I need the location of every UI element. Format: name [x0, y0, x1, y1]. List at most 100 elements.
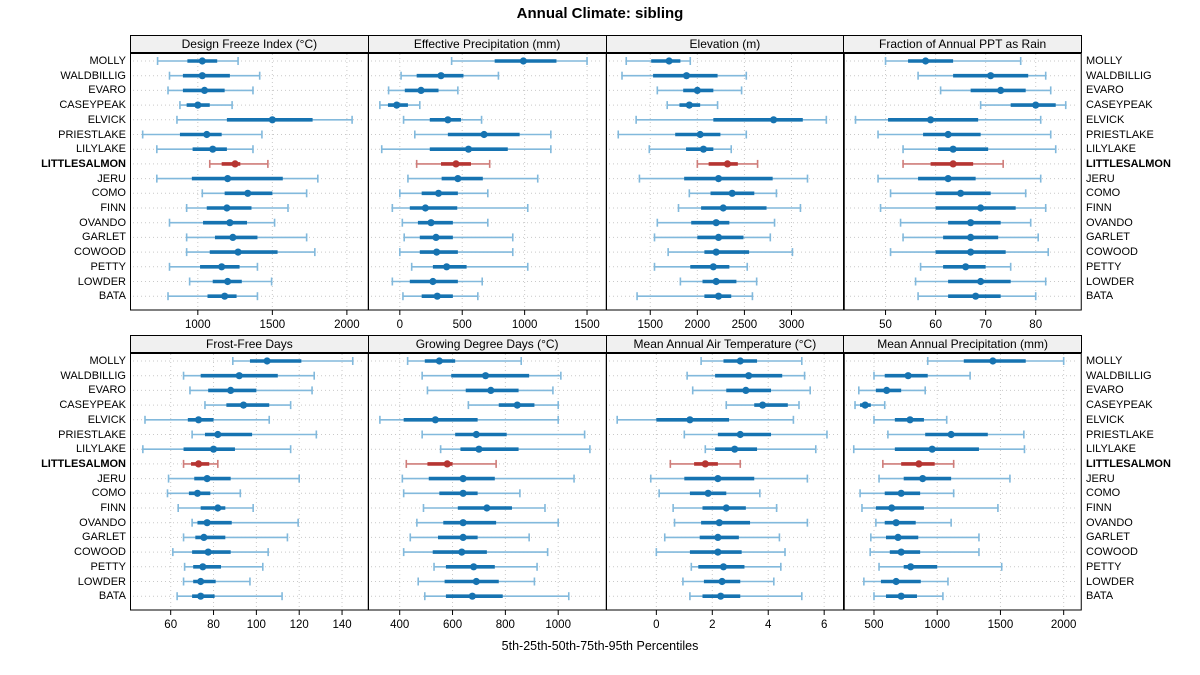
percentile-row-jeru — [846, 474, 1078, 483]
axis-tick-label: 0 — [396, 319, 402, 331]
site-label-cowood: COWOOD — [1086, 546, 1138, 559]
percentile-row-lilylake — [370, 445, 603, 454]
percentile-row-lilylake — [370, 145, 603, 154]
axis-tick-label: 1000 — [185, 319, 211, 331]
percentile-row-petty — [370, 262, 603, 271]
median-dot — [906, 416, 914, 424]
median-dot — [454, 175, 462, 183]
axis-tick-label: 60 — [164, 619, 177, 631]
percentile-row-molly — [370, 57, 603, 65]
site-label-priestlake: PRIESTLAKE — [1086, 128, 1154, 141]
median-dot — [894, 533, 902, 541]
median-dot — [480, 130, 488, 139]
site-label-como: COMO — [1086, 187, 1121, 200]
median-dot — [915, 460, 923, 468]
percentile-row-ovando — [608, 218, 841, 227]
median-dot — [962, 263, 970, 271]
percentile-row-lilylake — [133, 445, 365, 454]
axis-tick-label: 60 — [929, 319, 942, 331]
median-dot — [263, 357, 271, 365]
percentile-row-lilylake — [846, 445, 1078, 454]
percentile-row-finn — [133, 204, 365, 212]
axis-tick-label: 6 — [820, 619, 826, 631]
median-dot — [919, 475, 927, 483]
axis-tick-label: 1500 — [260, 319, 286, 331]
median-dot — [714, 292, 722, 300]
percentile-row-finn — [846, 204, 1078, 212]
site-label-finn: FINN — [100, 202, 126, 214]
percentile-row-waldbillig — [370, 371, 603, 380]
median-dot — [197, 592, 205, 600]
median-dot — [468, 592, 476, 600]
median-dot — [714, 175, 722, 183]
site-label-caseypeak: CASEYPEAK — [59, 399, 126, 412]
percentile-row-petty — [608, 262, 841, 271]
axis-tick-label: 0 — [653, 619, 659, 631]
site-label-ovando: OVANDO — [1086, 216, 1133, 229]
median-dot — [229, 233, 237, 241]
median-dot — [224, 277, 232, 286]
site-label-garlet: GARLET — [1086, 531, 1131, 544]
percentile-row-priestlake — [608, 430, 841, 439]
site-label-cowood: COWOOD — [74, 246, 126, 259]
site-label-petty: PETTY — [90, 260, 126, 273]
median-dot — [712, 219, 720, 227]
median-dot — [434, 189, 442, 197]
panel-border — [605, 53, 845, 311]
panel-plot: 0 500 1000 1500 — [367, 53, 607, 331]
percentile-row-littlesalmon — [133, 159, 365, 168]
median-dot — [209, 145, 217, 153]
median-dot — [234, 248, 242, 256]
median-dot — [513, 401, 521, 409]
axis-tick-label: 2500 — [731, 319, 757, 331]
median-dot — [712, 248, 720, 256]
axis-tick-label: 2000 — [684, 319, 710, 331]
percentile-row-waldbillig — [846, 371, 1078, 380]
median-dot — [429, 277, 437, 286]
median-dot — [897, 548, 906, 556]
percentile-row-lilylake — [133, 145, 365, 154]
axis-tick-label: 1500 — [574, 319, 600, 331]
percentile-row-elvick — [370, 115, 603, 124]
percentile-row-bata — [133, 292, 365, 301]
site-label-waldbillig: WALDBILLIG — [60, 369, 126, 382]
median-dot — [972, 292, 980, 300]
median-dot — [198, 57, 206, 65]
median-dot — [198, 72, 206, 80]
median-dot — [197, 577, 205, 586]
percentile-row-garlet — [133, 233, 365, 242]
percentile-row-ovando — [608, 518, 841, 527]
percentile-row-garlet — [608, 233, 841, 242]
site-label-molly: MOLLY — [89, 55, 126, 67]
percentile-row-ovando — [846, 218, 1078, 227]
site-label-jeru: JERU — [97, 172, 126, 185]
median-dot — [947, 430, 955, 439]
site-label-ovando: OVANDO — [1086, 516, 1133, 529]
median-dot — [719, 204, 727, 212]
site-label-elvick: ELVICK — [1086, 113, 1125, 126]
median-dot — [203, 475, 211, 483]
site-label-evaro: EVARO — [1086, 84, 1124, 97]
site-label-jeru: JERU — [97, 472, 126, 485]
median-dot — [713, 533, 721, 541]
site-label-jeru: JERU — [1086, 172, 1115, 185]
median-dot — [432, 233, 440, 241]
percentile-row-elvick — [608, 115, 841, 124]
median-dot — [741, 386, 749, 394]
median-dot — [194, 101, 202, 109]
site-label-finn: FINN — [1086, 202, 1112, 214]
percentile-row-priestlake — [370, 430, 603, 439]
median-dot — [987, 72, 995, 80]
median-dot — [459, 475, 467, 483]
site-label-elvick: ELVICK — [1086, 413, 1125, 426]
median-dot — [699, 145, 707, 153]
site-label-priestlake: PRIESTLAKE — [58, 128, 126, 141]
median-dot — [452, 160, 460, 168]
percentile-row-evaro — [370, 386, 603, 395]
site-label-lowder: LOWDER — [1086, 275, 1135, 288]
median-dot — [435, 357, 443, 365]
axis-tick-label: 80 — [207, 619, 220, 631]
median-dot — [736, 357, 744, 365]
site-label-petty: PETTY — [1086, 260, 1122, 273]
percentile-row-bata — [370, 292, 603, 301]
